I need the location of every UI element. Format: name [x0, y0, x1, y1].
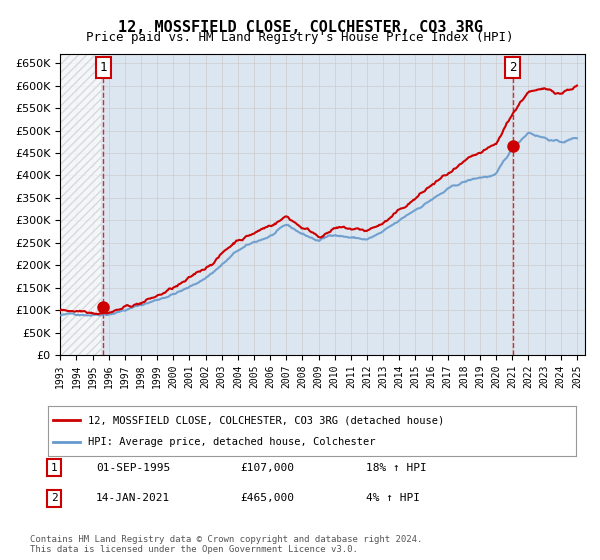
Text: £107,000: £107,000: [240, 463, 294, 473]
Text: 2: 2: [509, 61, 517, 74]
Text: Contains HM Land Registry data © Crown copyright and database right 2024.
This d: Contains HM Land Registry data © Crown c…: [30, 535, 422, 554]
Text: 2: 2: [50, 493, 58, 503]
Polygon shape: [60, 54, 101, 355]
Text: 4% ↑ HPI: 4% ↑ HPI: [366, 493, 420, 503]
Text: Price paid vs. HM Land Registry's House Price Index (HPI): Price paid vs. HM Land Registry's House …: [86, 31, 514, 44]
Text: 12, MOSSFIELD CLOSE, COLCHESTER, CO3 3RG: 12, MOSSFIELD CLOSE, COLCHESTER, CO3 3RG: [118, 20, 482, 35]
Text: 01-SEP-1995: 01-SEP-1995: [96, 463, 170, 473]
Text: £465,000: £465,000: [240, 493, 294, 503]
Text: 18% ↑ HPI: 18% ↑ HPI: [366, 463, 427, 473]
Text: HPI: Average price, detached house, Colchester: HPI: Average price, detached house, Colc…: [88, 437, 375, 447]
Text: 12, MOSSFIELD CLOSE, COLCHESTER, CO3 3RG (detached house): 12, MOSSFIELD CLOSE, COLCHESTER, CO3 3RG…: [88, 415, 444, 425]
Text: 1: 1: [100, 61, 107, 74]
Text: 14-JAN-2021: 14-JAN-2021: [96, 493, 170, 503]
Text: 1: 1: [50, 463, 58, 473]
